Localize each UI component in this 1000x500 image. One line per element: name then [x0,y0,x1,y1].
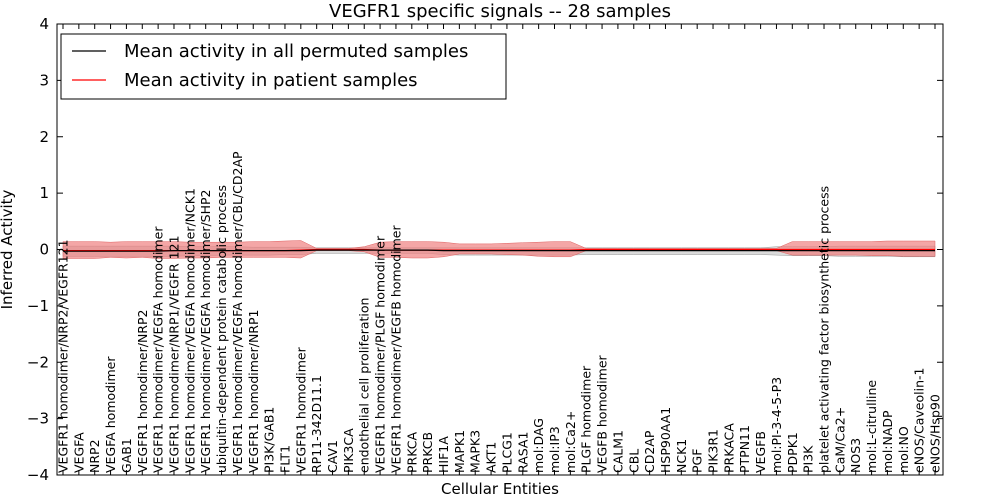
x-category-label: NRP2 [87,439,102,473]
x-category-label: VEGFA homodimer [103,356,118,473]
x-category-label: VEGFR1 homodimer/NRP1 [246,310,261,473]
x-category-label: VEGFR1 homodimer/PLGF homodimer [373,235,388,473]
x-category-label: PIK3R1 [706,429,721,473]
x-category-label: MAPK1 [452,430,467,473]
x-axis-label: Cellular Entities [441,480,559,498]
x-category-label: platelet activating factor biosynthetic … [817,186,832,473]
y-tick-label: −3 [27,410,49,428]
x-category-label: PGF [690,449,705,473]
x-category-label: ubiquitin-dependent protein catabolic pr… [214,185,229,473]
legend: Mean activity in all permuted samples Me… [60,33,507,100]
x-category-label: FLT1 [278,445,293,473]
x-category-label: VEGFR1 homodimer/NRP2/VEGFR121 [56,239,71,473]
x-category-label: RASA1 [515,432,530,473]
series-line-permuted [63,249,935,252]
x-category-label: mol:IP3 [547,426,562,473]
legend-box [60,33,507,100]
x-category-label: CALM1 [610,430,625,473]
y-tick-label: −2 [27,353,49,371]
x-category-label: mol:NO [896,426,911,473]
y-tick-label: −1 [27,297,49,315]
x-category-label: mol:NADP [880,410,895,473]
x-category-label: VEGFA [71,432,86,473]
x-category-label: PI3K/GAB1 [262,407,277,473]
x-category-label: endothelial cell proliferation [357,298,372,473]
legend-label-patient: Mean activity in patient samples [124,70,418,91]
y-axis-label: Inferred Activity [0,189,16,309]
y-tick-label: 0 [39,241,49,259]
x-category-label: VEGFB homodimer [595,354,610,473]
x-category-label: PRKACA [721,423,736,473]
x-category-label: CaM/Ca2+ [832,407,847,473]
x-category-label: CD2AP [642,430,657,473]
y-tick-label: 2 [39,128,49,146]
x-category-label: mol:PI-3-4-5-P3 [769,377,784,473]
x-category-label: HIF1A [436,436,451,473]
x-category-label: PLGF homodimer [579,365,594,473]
x-category-label: PRKCB [420,432,435,473]
x-category-label: VEGFB [753,431,768,473]
x-category-label: eNOS/Caveolin-1 [912,368,927,473]
x-category-label: VEGFR1 homodimer/VEGFA homodimer/SHP2 [198,189,213,473]
x-category-label: mol:DAG [531,418,546,473]
x-category-label: VEGFR1 homodimer/VEGFA homodimer/CBL/CD2… [230,151,245,473]
x-category-label: CAV1 [325,440,340,473]
x-category-label: NOS3 [848,438,863,473]
plot-area: −4 −3 −2 −1 0 1 2 3 4 VEGFR1 homodimer/NRP2/VEGFR… [27,15,944,484]
plot-frame [56,23,944,476]
x-category-label: PDPK1 [785,432,800,473]
x-category-label: PTPN11 [737,425,752,473]
chart-title: VEGFR1 specific signals -- 28 samples [329,1,671,22]
x-category-label: mol:Ca2+ [563,411,578,473]
x-category-label: eNOS/Hsp90 [928,394,943,473]
x-category-label: CBL [626,449,641,473]
x-category-label: mol:L-citrulline [864,380,879,473]
x-category-label: RP11-342D11.1 [309,375,324,473]
y-tick-label: −4 [27,466,49,484]
x-category-label: NCK1 [674,439,689,473]
x-category-label: VEGFR1 homodimer/VEGFB homodimer [388,225,403,473]
x-category-label: PIK3CA [341,428,356,473]
legend-label-permuted: Mean activity in all permuted samples [124,41,468,62]
x-category-label: VEGFR1 homodimer/NRP2 [135,310,150,473]
x-category-label: PI3K [801,445,816,473]
y-tick-label: 4 [39,15,49,33]
x-category-label: HSP90AA1 [658,407,673,473]
y-tick-label: 1 [39,184,49,202]
x-category-label: MAPK3 [468,430,483,473]
x-category-label: AKT1 [484,442,499,473]
x-category-label: PLCG1 [499,432,514,473]
x-category-label: VEGFR1 homodimer/VEGFA homodimer/NCK1 [182,188,197,473]
x-category-label: VEGFR1 homodimer/NRP1/VEGFR 121 [167,235,182,473]
x-category-label: PRKCA [404,432,419,473]
x-category-label: GAB1 [119,438,134,473]
x-category-label: VEGFR1 homodimer/VEGFA homodimer [151,226,166,473]
x-category-label: VEGFR1 homodimer [293,346,308,473]
y-tick-label: 3 [39,71,49,89]
